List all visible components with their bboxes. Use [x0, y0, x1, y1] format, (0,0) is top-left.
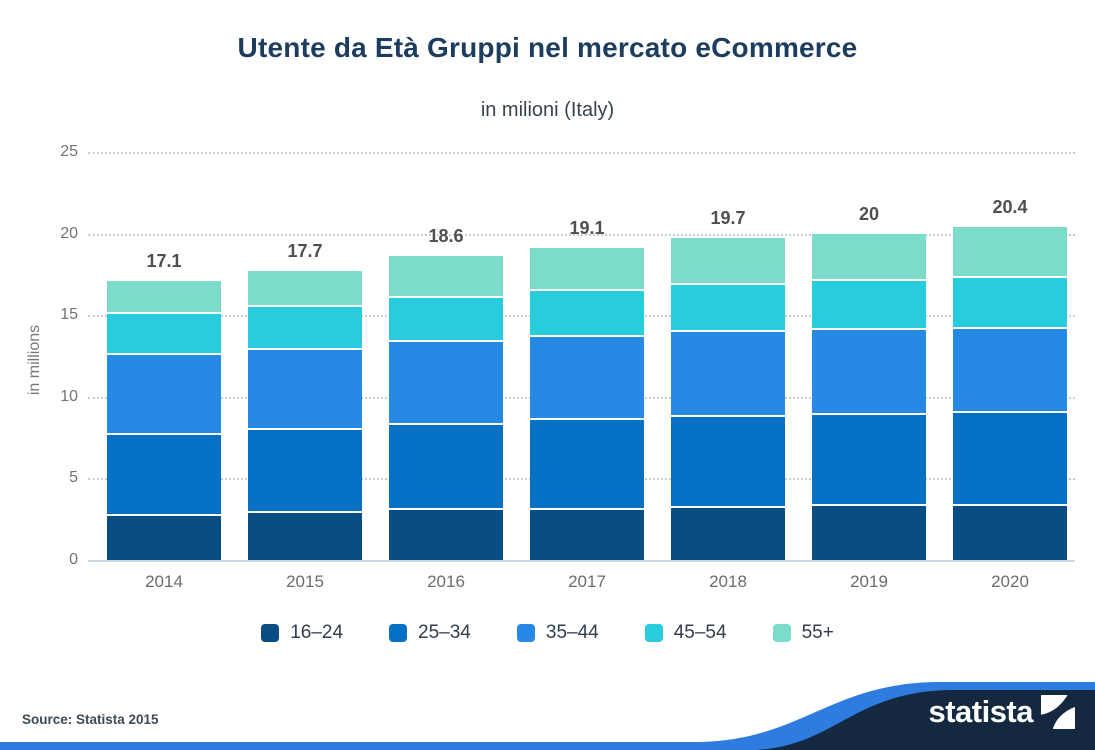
statista-logo: statista — [928, 694, 1075, 730]
chart-title: Utente da Età Gruppi nel mercato eCommer… — [237, 32, 858, 63]
bar-segment-2019-55+ — [812, 233, 926, 280]
total-label-2017: 19.1 — [569, 218, 605, 239]
y-tick-label-5: 5 — [69, 469, 78, 487]
legend-swatch-icon — [772, 624, 791, 642]
total-label-2020: 20.4 — [992, 197, 1028, 218]
total-label-2019: 20 — [858, 203, 880, 224]
bar-segment-2015-25–34 — [248, 427, 362, 511]
bar-segment-2020-16–24 — [953, 504, 1067, 560]
bar-segment-2016-45–54 — [389, 295, 503, 340]
x-axis-label-2014: 2014 — [145, 572, 183, 591]
legend: 16–24 25–34 35–44 45–54 55+ — [0, 622, 1095, 644]
bar-segment-2016-35–44 — [389, 339, 503, 423]
legend-swatch-icon — [261, 624, 280, 642]
gridline-y-0 — [88, 560, 1075, 562]
footer-wave-decoration — [0, 682, 1095, 750]
bar-segment-2015-35–44 — [248, 347, 362, 428]
bar-segment-2017-35–44 — [530, 334, 644, 418]
legend-label: 45–54 — [673, 622, 727, 643]
y-tick-label-15: 15 — [60, 306, 78, 324]
legend-label: 25–34 — [418, 622, 471, 643]
bar-segment-2016-16–24 — [389, 507, 503, 560]
bar-segment-2018-35–44 — [671, 329, 785, 415]
bar-2020 — [953, 227, 1067, 560]
legend-item-25–34: 25–34 — [389, 622, 471, 644]
bar-segment-2019-35–44 — [812, 328, 926, 414]
total-label-2018: 19.7 — [710, 208, 746, 229]
bar-segment-2019-16–24 — [812, 504, 926, 560]
legend-label: 16–24 — [290, 622, 344, 643]
bar-segment-2019-25–34 — [812, 413, 926, 505]
x-axis-label-2017: 2017 — [568, 572, 606, 591]
bar-segment-2018-25–34 — [671, 414, 785, 507]
bar-2015 — [248, 271, 362, 560]
legend-swatch-icon — [644, 624, 663, 642]
total-label-2016: 18.6 — [428, 226, 464, 247]
bar-2018 — [671, 238, 785, 560]
bar-segment-2016-55+ — [389, 256, 503, 296]
bar-segment-2018-16–24 — [671, 506, 785, 560]
bar-segment-2020-35–44 — [953, 326, 1067, 412]
x-axis-label-2020: 2020 — [991, 572, 1029, 591]
bar-segment-2016-25–34 — [389, 422, 503, 508]
bar-segment-2018-45–54 — [671, 282, 785, 330]
x-axis-label-2016: 2016 — [427, 572, 465, 591]
legend-item-55+: 55+ — [772, 622, 834, 644]
legend-item-16–24: 16–24 — [261, 622, 343, 644]
y-tick-label-25: 25 — [60, 143, 78, 160]
legend-item-35–44: 35–44 — [516, 622, 599, 644]
bar-segment-2020-55+ — [953, 227, 1067, 277]
bar-segment-2015-55+ — [248, 271, 362, 306]
legend-label: 35–44 — [545, 622, 599, 643]
bar-2019 — [812, 233, 926, 560]
bar-segment-2014-35–44 — [107, 352, 221, 433]
bar-segment-2020-25–34 — [953, 411, 1067, 505]
legend-swatch-icon — [389, 624, 408, 642]
total-label-2015: 17.7 — [287, 241, 323, 262]
bar-segment-2014-45–54 — [107, 311, 221, 353]
chart-subtitle: in milioni (Italy) — [480, 99, 615, 121]
bar-segment-2017-25–34 — [530, 417, 644, 508]
bar-segment-2017-16–24 — [530, 507, 644, 560]
total-label-2014: 17.1 — [146, 250, 182, 271]
bar-segment-2015-45–54 — [248, 305, 362, 348]
legend-item-45–54: 45–54 — [644, 622, 727, 644]
y-tick-label-10: 10 — [60, 387, 78, 405]
bar-segment-2020-45–54 — [953, 276, 1067, 327]
bar-segment-2014-16–24 — [107, 514, 221, 560]
legend-swatch-icon — [516, 624, 535, 642]
bar-segment-2017-55+ — [530, 248, 644, 290]
bar-segment-2019-45–54 — [812, 279, 926, 329]
bar-2014 — [107, 280, 221, 560]
bar-segment-2017-45–54 — [530, 289, 644, 335]
gridline-y-20 — [88, 233, 1075, 236]
source-note: Source: Statista 2015 — [22, 712, 159, 727]
y-tick-label-20: 20 — [60, 224, 78, 242]
x-axis-label-2018: 2018 — [709, 572, 747, 591]
bar-segment-2015-16–24 — [248, 510, 362, 560]
x-axis-label-2019: 2019 — [850, 572, 888, 591]
bar-segment-2014-55+ — [107, 280, 221, 312]
bar-segment-2014-25–34 — [107, 432, 221, 515]
bar-2016 — [389, 256, 503, 560]
x-axis-label-2015: 2015 — [286, 572, 324, 591]
y-tick-label-0: 0 — [69, 551, 78, 568]
statista-wordmark: statista — [928, 694, 1033, 729]
gridline-y-25 — [88, 152, 1075, 154]
bar-segment-2018-55+ — [671, 238, 785, 283]
legend-label: 55+ — [801, 622, 834, 643]
bar-2017 — [530, 248, 644, 560]
statista-logo-icon — [1041, 695, 1075, 729]
